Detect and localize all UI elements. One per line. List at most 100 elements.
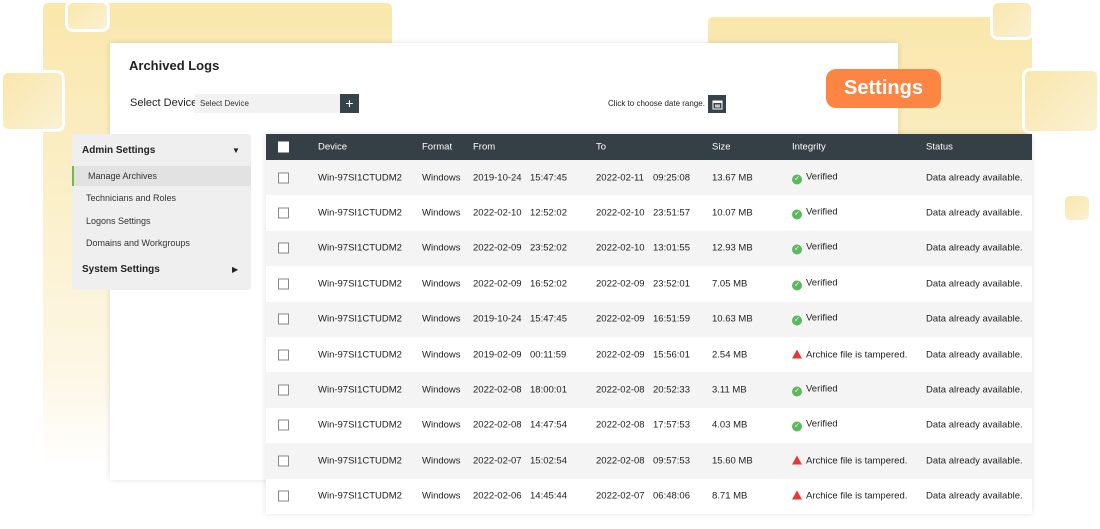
integrity-text: Verified bbox=[806, 277, 838, 289]
table-row[interactable]: Win-97SI1CTUDM2 Windows 2022-02-09 16:52… bbox=[266, 266, 1032, 302]
select-device-label: Select Device bbox=[130, 97, 198, 109]
system-settings-header[interactable]: System Settings bbox=[82, 264, 160, 275]
row-checkbox[interactable] bbox=[278, 172, 289, 184]
device-cell: Win-97SI1CTUDM2 bbox=[318, 278, 402, 290]
table-row[interactable]: Win-97SI1CTUDM2 Windows 2019-02-09 00:11… bbox=[266, 336, 1032, 373]
col-size: Size bbox=[712, 141, 731, 153]
to-time: 23:52:01 bbox=[653, 278, 690, 290]
to-time: 09:25:08 bbox=[653, 172, 690, 184]
format-cell: Windows bbox=[422, 278, 461, 290]
device-cell: Win-97SI1CTUDM2 bbox=[318, 172, 402, 184]
warning-icon bbox=[792, 455, 802, 465]
size-cell: 13.67 MB bbox=[712, 172, 753, 184]
select-all-checkbox[interactable] bbox=[278, 141, 289, 153]
integrity-text: Archice file is tampered. bbox=[806, 349, 908, 361]
from-date: 2022-02-08 bbox=[473, 384, 522, 396]
integrity-cell: ✓ Verified bbox=[792, 384, 838, 397]
sidebar-item-logons-settings[interactable]: Logons Settings bbox=[86, 216, 151, 226]
integrity-cell: ✓ Verified bbox=[792, 207, 838, 220]
device-cell: Win-97SI1CTUDM2 bbox=[318, 419, 402, 431]
from-time: 15:47:45 bbox=[530, 172, 567, 184]
decor-block bbox=[65, 0, 110, 32]
integrity-text: Verified bbox=[806, 171, 838, 183]
status-cell: Data already available. bbox=[926, 490, 1023, 502]
from-date: 2022-02-09 bbox=[473, 278, 522, 290]
to-date: 2022-02-11 bbox=[596, 172, 644, 184]
row-checkbox[interactable] bbox=[278, 278, 289, 290]
table-row[interactable]: Win-97SI1CTUDM2 Windows 2022-02-09 23:52… bbox=[266, 230, 1032, 267]
status-cell: Data already available. bbox=[926, 313, 1023, 325]
from-date: 2019-10-24 bbox=[473, 313, 522, 325]
size-cell: 3.11 MB bbox=[712, 384, 747, 396]
device-cell: Win-97SI1CTUDM2 bbox=[318, 490, 402, 502]
integrity-text: Verified bbox=[806, 383, 838, 395]
row-checkbox[interactable] bbox=[278, 313, 289, 325]
integrity-cell: ✓ Verified bbox=[792, 277, 838, 291]
warning-icon bbox=[792, 490, 802, 500]
table-row[interactable]: Win-97SI1CTUDM2 Windows 2019-10-24 15:47… bbox=[266, 301, 1032, 337]
status-cell: Data already available. bbox=[926, 419, 1023, 431]
format-cell: Windows bbox=[422, 419, 461, 431]
format-cell: Windows bbox=[422, 172, 461, 184]
status-cell: Data already available. bbox=[926, 455, 1023, 467]
admin-settings-header[interactable]: Admin Settings bbox=[82, 145, 156, 156]
device-cell: Win-97SI1CTUDM2 bbox=[318, 455, 402, 467]
format-cell: Windows bbox=[422, 242, 461, 254]
format-cell: Windows bbox=[422, 455, 461, 467]
size-cell: 12.93 MB bbox=[712, 242, 753, 254]
check-circle-icon: ✓ bbox=[792, 386, 802, 397]
from-time: 14:45:44 bbox=[530, 490, 567, 502]
integrity-text: Verified bbox=[806, 241, 838, 253]
check-circle-icon: ✓ bbox=[792, 209, 802, 220]
from-date: 2022-02-10 bbox=[473, 207, 522, 219]
sidebar-item-domains-workgroups[interactable]: Domains and Workgroups bbox=[86, 238, 190, 248]
table-row[interactable]: Win-97SI1CTUDM2 Windows 2019-10-24 15:47… bbox=[266, 160, 1032, 196]
add-device-button[interactable]: + bbox=[340, 94, 359, 113]
col-format: Format bbox=[422, 141, 453, 153]
to-time: 13:01:55 bbox=[653, 242, 690, 254]
date-range-label: Click to choose date range. bbox=[608, 99, 705, 108]
row-checkbox[interactable] bbox=[278, 490, 289, 502]
row-checkbox[interactable] bbox=[278, 455, 289, 467]
col-from: From bbox=[473, 141, 496, 153]
format-cell: Windows bbox=[422, 384, 461, 396]
from-time: 18:00:01 bbox=[530, 384, 567, 396]
table-row[interactable]: Win-97SI1CTUDM2 Windows 2022-02-08 18:00… bbox=[266, 372, 1032, 408]
from-time: 14:47:54 bbox=[530, 419, 567, 431]
archives-table: Device Format From To Size Integrity Sta… bbox=[266, 134, 1032, 514]
row-checkbox[interactable] bbox=[278, 207, 289, 219]
select-device-input[interactable]: Select Device bbox=[195, 94, 340, 113]
decor-block bbox=[1022, 68, 1100, 134]
table-row[interactable]: Win-97SI1CTUDM2 Windows 2022-02-07 15:02… bbox=[266, 443, 1032, 479]
to-time: 15:56:01 bbox=[653, 349, 690, 361]
col-status: Status bbox=[926, 141, 953, 153]
device-cell: Win-97SI1CTUDM2 bbox=[318, 242, 402, 254]
status-cell: Data already available. bbox=[926, 349, 1023, 361]
calendar-icon[interactable] bbox=[708, 95, 726, 113]
from-date: 2019-10-24 bbox=[473, 172, 522, 184]
integrity-cell: Archice file is tampered. bbox=[792, 349, 907, 360]
settings-sidebar: Admin Settings ▼ Manage Archives Technic… bbox=[72, 134, 251, 290]
format-cell: Windows bbox=[422, 207, 461, 219]
to-date: 2022-02-08 bbox=[596, 384, 645, 396]
to-time: 16:51:59 bbox=[653, 313, 690, 325]
table-row[interactable]: Win-97SI1CTUDM2 Windows 2022-02-10 12:52… bbox=[266, 195, 1032, 231]
status-cell: Data already available. bbox=[926, 242, 1023, 254]
table-row[interactable]: Win-97SI1CTUDM2 Windows 2022-02-08 14:47… bbox=[266, 407, 1032, 444]
from-date: 2019-02-09 bbox=[473, 349, 522, 361]
sidebar-item-technicians-roles[interactable]: Technicians and Roles bbox=[86, 193, 177, 203]
row-checkbox[interactable] bbox=[278, 349, 289, 361]
row-checkbox[interactable] bbox=[278, 384, 289, 396]
from-date: 2022-02-08 bbox=[473, 419, 522, 431]
size-cell: 8.71 MB bbox=[712, 490, 748, 502]
row-checkbox[interactable] bbox=[278, 419, 289, 431]
row-checkbox[interactable] bbox=[278, 242, 289, 254]
size-cell: 2.54 MB bbox=[712, 349, 748, 361]
integrity-cell: ✓ Verified bbox=[792, 313, 838, 326]
sidebar-item-manage-archives[interactable]: Manage Archives bbox=[72, 166, 251, 186]
caret-down-icon[interactable]: ▼ bbox=[232, 146, 240, 155]
device-cell: Win-97SI1CTUDM2 bbox=[318, 349, 402, 361]
caret-right-icon[interactable]: ▶ bbox=[232, 265, 239, 274]
table-row[interactable]: Win-97SI1CTUDM2 Windows 2022-02-06 14:45… bbox=[266, 478, 1032, 514]
check-circle-icon: ✓ bbox=[792, 244, 802, 255]
